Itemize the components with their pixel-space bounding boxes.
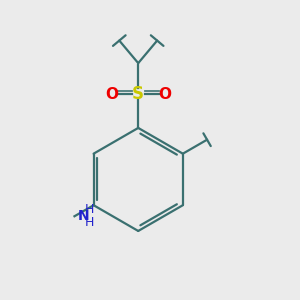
Text: H: H <box>85 203 94 216</box>
Text: O: O <box>105 87 118 102</box>
Text: S: S <box>132 85 144 103</box>
Text: N: N <box>77 209 89 223</box>
Text: H: H <box>85 216 94 229</box>
Text: O: O <box>158 87 171 102</box>
